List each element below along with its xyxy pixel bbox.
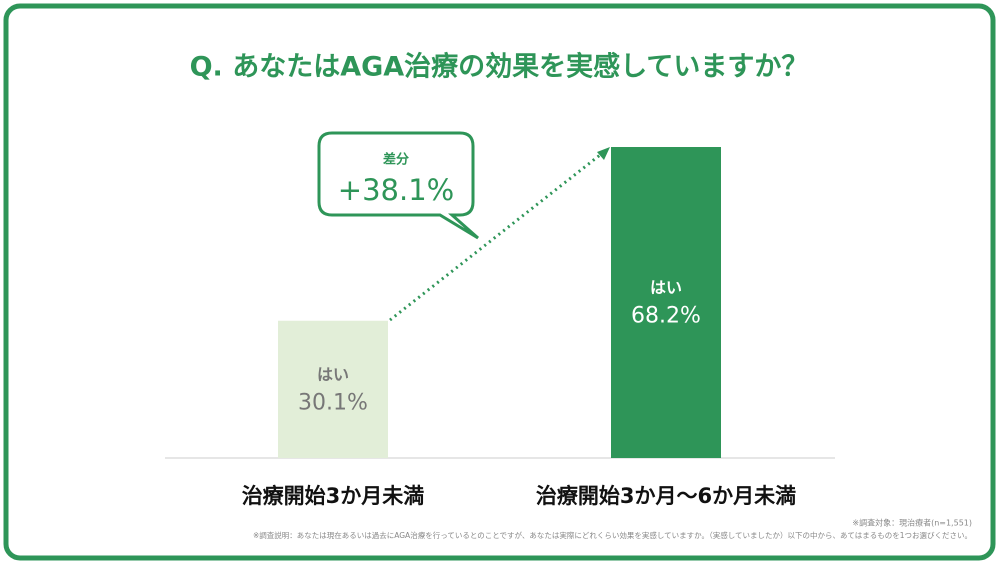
callout-label: 差分	[383, 152, 409, 168]
arrow-head	[597, 147, 610, 160]
x-tick-label: 治療開始3か月未満	[242, 484, 425, 508]
value-label: 68.2%	[631, 304, 701, 329]
value-label: 30.1%	[298, 390, 368, 415]
callout-value: +38.1%	[338, 173, 454, 207]
chart-title: Q. あなたはAGA治療の効果を実感していますか？	[190, 51, 809, 83]
note: ※調査説明：あなたは現在あるいは過去にAGA治療を行っているとのことですが、あな…	[253, 530, 972, 540]
bar-label: はい	[317, 365, 349, 384]
bar	[611, 147, 721, 458]
frame	[3, 3, 996, 561]
note: ※調査対象：現治療者(n=1,551)	[852, 518, 972, 528]
x-tick-label: 治療開始3か月〜6か月未満	[536, 484, 796, 508]
bar	[278, 320, 388, 458]
bar-label: はい	[650, 278, 682, 297]
callout	[317, 131, 479, 240]
trend-arrow	[389, 153, 601, 322]
